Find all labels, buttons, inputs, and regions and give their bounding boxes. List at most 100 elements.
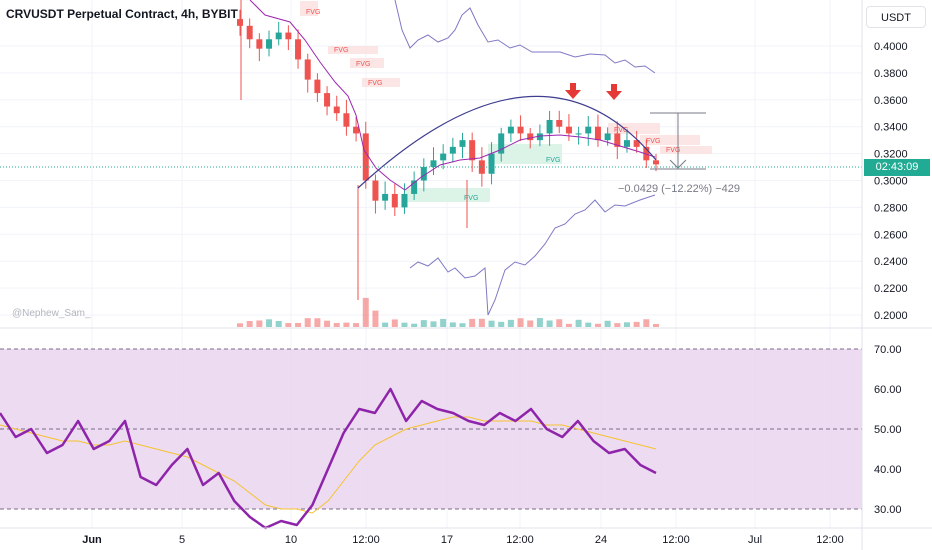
time-tick-label: 5 (179, 534, 185, 546)
rounded-top-arc (357, 95, 657, 189)
candles (237, 0, 659, 300)
volume-bar (478, 318, 485, 327)
rsi-line (0, 387, 657, 530)
candle-body (614, 133, 621, 147)
volume-bar (440, 318, 447, 327)
volume-bar (401, 322, 408, 327)
volume-bar (266, 319, 273, 327)
candle-body (575, 133, 582, 135)
fvg-label: FVG (334, 47, 348, 54)
time-tick-label: 17 (441, 534, 453, 546)
measure-arrow (669, 159, 687, 169)
sell-arrow-marker (606, 91, 622, 100)
candle-body (507, 126, 514, 134)
volume-bar (498, 321, 505, 327)
volume-bar (633, 321, 640, 327)
volume-bar (565, 323, 572, 327)
volume-bar (430, 321, 437, 327)
candle-body (527, 133, 534, 141)
volume-bar (614, 323, 621, 327)
candle-body (517, 126, 524, 134)
time-tick-label: Jul (748, 534, 762, 546)
candle-body (275, 32, 282, 40)
rsi-signal-line (0, 416, 657, 514)
fvg-zone (660, 146, 712, 154)
candle-body (314, 79, 321, 94)
moving-average (249, 0, 656, 191)
overlays (0, 0, 862, 316)
time-tick-label: 12:00 (352, 534, 380, 546)
volume-bar (556, 319, 563, 327)
candle-body (633, 140, 640, 147)
sell-arrow-marker (611, 84, 617, 92)
currency-selector[interactable]: USDT (866, 6, 926, 28)
chart-title: CRVUSDT Perpetual Contract, 4h, BYBIT (6, 7, 238, 21)
candle-body (604, 133, 611, 141)
fvg-zone (300, 1, 318, 16)
fvg-label: FVG (614, 127, 628, 134)
fvg-label: FVG (356, 61, 370, 68)
volume-bar (488, 320, 495, 327)
volume-bar (459, 323, 466, 327)
volume-bar (324, 320, 331, 327)
candle-body (401, 193, 408, 208)
candle-body (285, 32, 292, 40)
price-tick-label: 0.3600 (874, 95, 908, 107)
volume-bar (256, 320, 263, 327)
candle-body (237, 19, 243, 26)
price-tick-label: 0.2000 (874, 310, 908, 322)
price-tick-label: 0.2200 (874, 283, 908, 295)
rsi-tick-label: 60.00 (874, 384, 902, 396)
candle-body (246, 25, 253, 40)
sell-arrow-marker (570, 83, 576, 91)
candle-body (362, 133, 369, 181)
fvg-zone (406, 188, 490, 202)
volume-bar (527, 320, 534, 327)
candle-body (333, 106, 340, 114)
fvg-zone (608, 123, 660, 134)
candle-body (653, 160, 659, 165)
current-price-label: 02:43:09 (864, 159, 930, 176)
volume-bar (653, 323, 659, 327)
fvg-zone (488, 144, 562, 164)
rsi-panel: 70.00 60.00 50.00 40.00 30.00 (0, 344, 902, 530)
time-tick-label: 12:00 (816, 534, 844, 546)
fvg-label: FVG (646, 138, 660, 145)
candle-body (420, 167, 427, 181)
fvg-zone (362, 78, 400, 87)
price-tick-label: 0.3200 (874, 149, 908, 161)
fvg-zone (328, 46, 378, 54)
volume-bar (469, 318, 476, 327)
time-tick-label: 12:00 (506, 534, 534, 546)
volume-bar (246, 320, 253, 327)
rsi-tick-label: 50.00 (874, 424, 902, 436)
rsi-tick-label: 30.00 (874, 504, 902, 516)
author-watermark: @Nephew_Sam_ (12, 308, 91, 319)
candle-body (430, 160, 437, 168)
candle-body (488, 153, 495, 174)
candle-body (498, 133, 505, 154)
candle-body (546, 119, 553, 134)
candle-body (343, 113, 350, 127)
volume-bar (333, 322, 340, 327)
volume-bar (411, 323, 418, 327)
volume-bar (507, 319, 514, 327)
rsi-tick-label: 70.00 (874, 344, 902, 356)
volume-bar (575, 319, 582, 327)
fvg-label: FVG (666, 147, 680, 154)
time-tick-label: 10 (285, 534, 297, 546)
candle-body (459, 140, 466, 147)
volume-bar (275, 321, 282, 327)
candle-body (382, 193, 389, 201)
candle-body (266, 39, 273, 49)
price-tick-label: 0.4000 (874, 41, 908, 53)
fvg-zone (350, 58, 384, 68)
volume-bar (517, 318, 524, 327)
candle-body (565, 126, 572, 134)
candle-body (324, 93, 331, 107)
volume-bar (314, 318, 321, 327)
volume-bar (295, 322, 302, 327)
price-tick-label: 0.2800 (874, 202, 908, 214)
price-tick-label: 0.3800 (874, 68, 908, 80)
